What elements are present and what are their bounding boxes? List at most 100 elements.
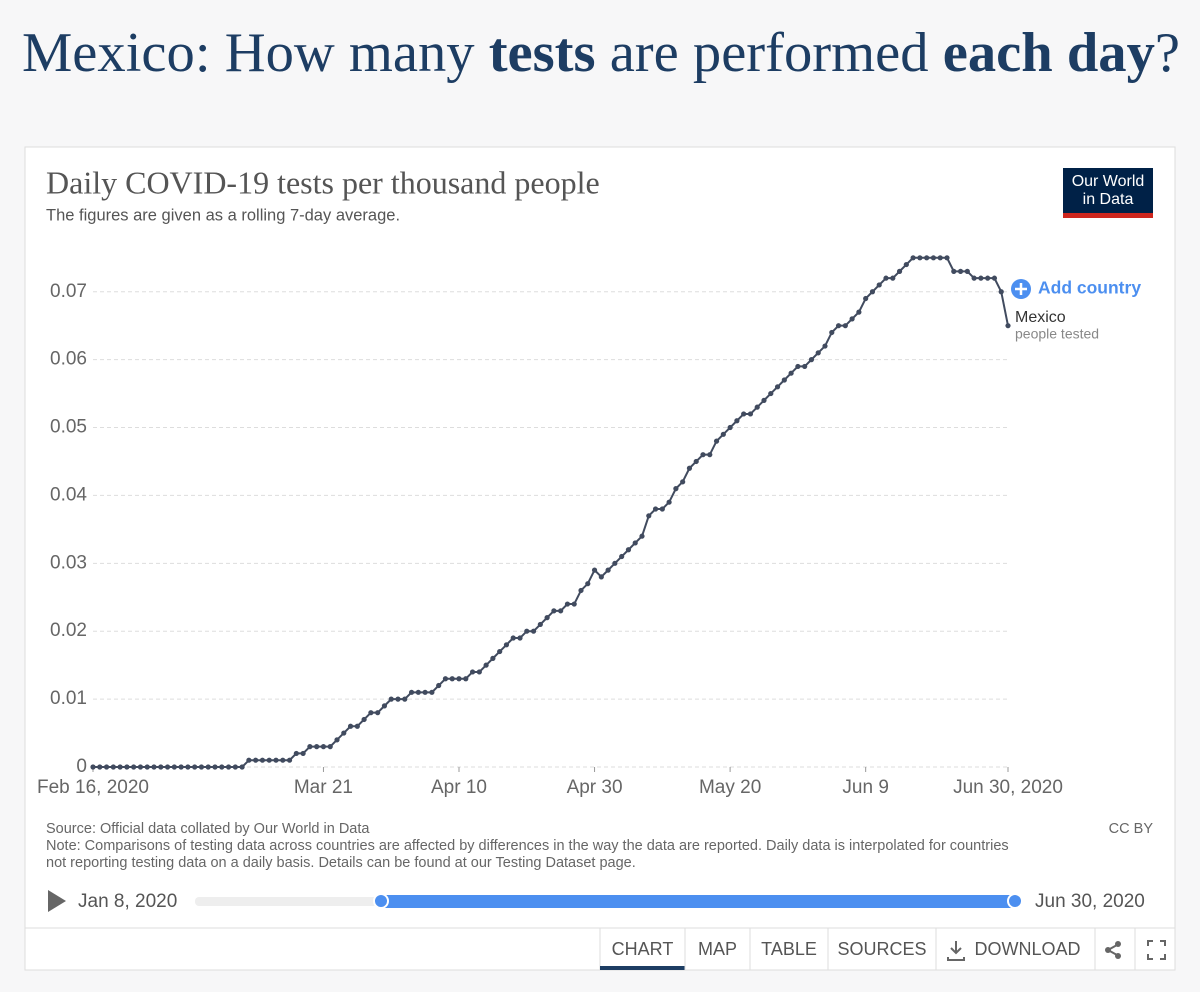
tab[interactable]: MAP [684, 927, 751, 971]
point [151, 764, 157, 770]
point [388, 696, 394, 702]
point [510, 635, 516, 641]
point [808, 357, 815, 363]
y-tick-label: 0.06 [50, 349, 87, 370]
point [469, 669, 476, 675]
point [422, 689, 428, 695]
timeline-handle[interactable] [373, 893, 389, 909]
play-button[interactable] [48, 890, 66, 912]
point [314, 744, 320, 750]
fullscreen-icon[interactable] [1147, 940, 1166, 960]
point [524, 628, 530, 634]
point [903, 261, 909, 268]
point [253, 757, 259, 763]
point [503, 642, 510, 648]
series-note: people tested [1015, 326, 1099, 342]
point [829, 329, 835, 336]
tab[interactable]: SOURCES [827, 927, 937, 971]
point [239, 764, 245, 770]
license: CC BY [1109, 821, 1154, 837]
x-tick-label: Apr 30 [567, 777, 623, 798]
tab-box [935, 927, 1096, 971]
point [219, 764, 225, 770]
point [625, 547, 632, 553]
timeline-handle[interactable] [1007, 893, 1023, 909]
point [890, 275, 896, 281]
point [381, 703, 388, 709]
point [171, 764, 177, 770]
tab[interactable]: DOWNLOAD [935, 927, 1096, 971]
point [490, 655, 496, 661]
point [978, 275, 984, 281]
point [103, 764, 110, 770]
tab[interactable]: TABLE [749, 927, 829, 971]
title-part: Mexico: How many [22, 22, 489, 84]
point [910, 255, 916, 261]
point [666, 499, 672, 505]
icon-box [1094, 927, 1136, 971]
point [585, 581, 591, 587]
point [375, 710, 381, 716]
chart-title: Daily COVID-19 tests per thousand people [46, 164, 600, 200]
point [164, 764, 171, 770]
point [869, 289, 876, 295]
point [266, 757, 272, 763]
point [863, 295, 869, 302]
point [124, 764, 130, 770]
point [293, 750, 299, 757]
point [286, 757, 293, 763]
logo-text: Our World [1072, 173, 1145, 190]
point [280, 757, 286, 763]
point [530, 628, 537, 634]
point [185, 764, 191, 770]
point [768, 390, 774, 397]
point [957, 268, 964, 274]
point [571, 601, 577, 607]
point [686, 465, 693, 471]
point [300, 750, 306, 757]
point [727, 424, 733, 431]
x-tick-label: Feb 16, 2020 [37, 777, 149, 798]
point [463, 676, 469, 682]
point [544, 615, 550, 621]
point [497, 648, 503, 655]
point [720, 431, 726, 437]
tab-bar: CHART MAP TABLE SOURCES DOWNLOAD [599, 927, 1096, 971]
logo-bar [1063, 213, 1153, 218]
point [273, 757, 279, 763]
point [781, 377, 787, 383]
point [876, 282, 882, 288]
point [849, 316, 855, 322]
point [747, 411, 754, 417]
point [476, 669, 482, 675]
add-plus [1015, 283, 1027, 295]
point [1005, 323, 1011, 329]
point [991, 275, 998, 281]
point [246, 757, 252, 763]
point [673, 486, 679, 492]
timeline-range[interactable] [381, 895, 1015, 908]
source: Source: Official data collated by Our Wo… [46, 821, 370, 837]
point [137, 764, 144, 770]
title-part: each day [943, 22, 1155, 84]
logo-text: in Data [1083, 191, 1134, 208]
point [639, 533, 645, 539]
point [449, 676, 455, 682]
share-dot [1105, 947, 1111, 953]
point [117, 764, 123, 770]
point [985, 275, 991, 281]
point [652, 506, 659, 512]
x-tick-label: Apr 10 [431, 777, 487, 798]
point [707, 452, 713, 458]
tab[interactable]: CHART [599, 927, 686, 971]
note: Note: Comparisons of testing data across… [46, 838, 1009, 854]
point [205, 764, 211, 770]
point [537, 621, 543, 628]
add-country[interactable]: Add country [1011, 278, 1141, 299]
point [347, 723, 354, 729]
point [144, 764, 150, 770]
point [700, 452, 706, 458]
point [917, 255, 923, 261]
series-label: Mexico [1015, 309, 1066, 326]
